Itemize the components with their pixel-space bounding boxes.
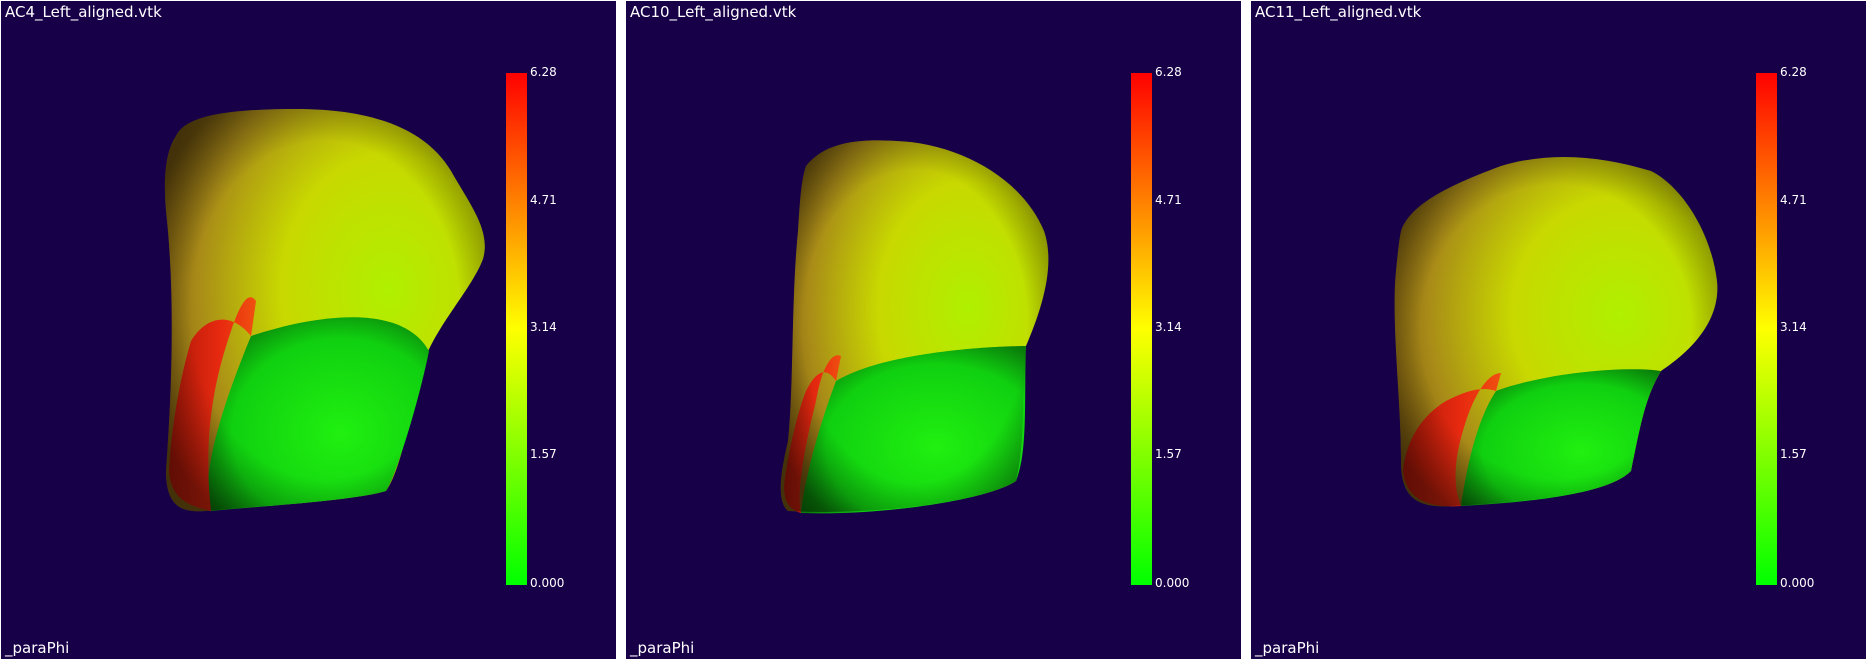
- mesh-surface[interactable]: [626, 1, 1241, 659]
- colorbar-tick-label: 0.000: [1155, 576, 1190, 590]
- colorbar-tick-label: 3.14: [1155, 320, 1182, 334]
- mesh-surface[interactable]: [1, 1, 616, 659]
- render-viewport[interactable]: AC11_Left_aligned.vtk 6.28 4.71 3.14 1.5…: [1251, 1, 1866, 659]
- colorbar-tick-label: 6.28: [1155, 65, 1182, 79]
- render-viewport[interactable]: AC10_Left_aligned.vtk 6.28 4.71 3.14 1.5…: [626, 1, 1241, 659]
- mesh-surface[interactable]: [1251, 1, 1866, 659]
- colorbar-tick-label: 4.71: [530, 193, 557, 207]
- colorbar-tick-label: 6.28: [1780, 65, 1807, 79]
- colorbar-tick-label: 4.71: [1780, 193, 1807, 207]
- viewport-title: AC4_Left_aligned.vtk: [5, 3, 162, 21]
- viewport-title: AC11_Left_aligned.vtk: [1255, 3, 1422, 21]
- colorbar-tick-label: 3.14: [1780, 320, 1807, 334]
- scalar-array-name: _paraPhi: [1255, 639, 1320, 657]
- colorbar-tick-label: 0.000: [1780, 576, 1815, 590]
- colorbar-tick-label: 3.14: [530, 320, 557, 334]
- colorbar-tick-label: 6.28: [530, 65, 557, 79]
- colorbar-tick-label: 1.57: [1155, 447, 1182, 461]
- scalar-colorbar: [1756, 73, 1777, 585]
- colorbar-tick-label: 1.57: [1780, 447, 1807, 461]
- scalar-colorbar: [506, 73, 527, 585]
- scalar-array-name: _paraPhi: [5, 639, 70, 657]
- colorbar-tick-label: 1.57: [530, 447, 557, 461]
- scalar-colorbar: [1131, 73, 1152, 585]
- viewport-title: AC10_Left_aligned.vtk: [630, 3, 797, 21]
- colorbar-tick-label: 0.000: [530, 576, 565, 590]
- scalar-array-name: _paraPhi: [630, 639, 695, 657]
- render-viewport[interactable]: AC4_Left_aligned.vtk 6.28 4.71 3.14 1.57…: [1, 1, 616, 659]
- colorbar-tick-label: 4.71: [1155, 193, 1182, 207]
